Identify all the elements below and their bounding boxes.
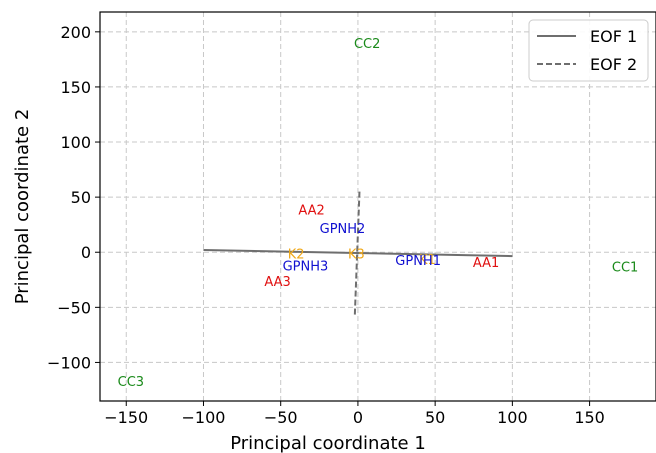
y-tick-label: −100 <box>47 353 91 372</box>
y-tick-label: 100 <box>60 133 91 152</box>
eof-line <box>203 249 513 258</box>
legend-label: EOF 1 <box>590 27 637 46</box>
y-tick-label: 150 <box>60 78 91 97</box>
point-label-aa1: AA1 <box>473 256 499 271</box>
y-tick-label: 0 <box>81 243 91 262</box>
point-label-k3: K3 <box>348 247 365 262</box>
point-label-k2: K2 <box>288 247 305 262</box>
point-label-cc3: CC3 <box>118 375 144 390</box>
point-label-cc1: CC1 <box>612 261 638 276</box>
x-tick-label: −150 <box>104 408 148 427</box>
x-tick-label: 0 <box>353 408 363 427</box>
y-tick-label: 50 <box>71 188 91 207</box>
y-axis-label: Principal coordinate 2 <box>12 109 33 305</box>
point-label-aa2: AA2 <box>298 203 324 218</box>
x-tick-label: 150 <box>574 408 605 427</box>
point-labels: CC2 AA2 GPNH2 K2 K3 K1 GPNH3 GPNH1 AA1 AA3 CC1 CC3 <box>118 37 639 390</box>
x-tick-label: 100 <box>497 408 528 427</box>
eof-lines <box>203 191 513 316</box>
point-label-aa3: AA3 <box>264 275 290 290</box>
x-tick-label: 50 <box>425 408 445 427</box>
y-tick-label: −50 <box>57 298 91 317</box>
grid <box>100 12 656 401</box>
point-label-gpnh3: GPNH3 <box>283 259 329 274</box>
y-axis-ticks: −100 −50 0 50 100 150 200 <box>47 23 100 372</box>
point-label-gpnh1: GPNH1 <box>395 254 441 269</box>
plot-frame <box>99 11 656 402</box>
point-label-cc2: CC2 <box>354 37 380 52</box>
x-axis-label: Principal coordinate 1 <box>230 433 426 453</box>
x-axis-ticks: −150 −100 −50 0 50 100 150 <box>104 401 605 427</box>
legend-label: EOF 2 <box>590 55 637 74</box>
legend: EOF 1 EOF 2 <box>528 19 649 82</box>
x-tick-label: −100 <box>182 408 226 427</box>
point-label-k1: K1 <box>419 253 436 268</box>
point-label-gpnh2: GPNH2 <box>320 222 366 237</box>
eof-line <box>353 191 361 316</box>
x-tick-label: −50 <box>264 408 298 427</box>
y-tick-label: 200 <box>60 23 91 42</box>
